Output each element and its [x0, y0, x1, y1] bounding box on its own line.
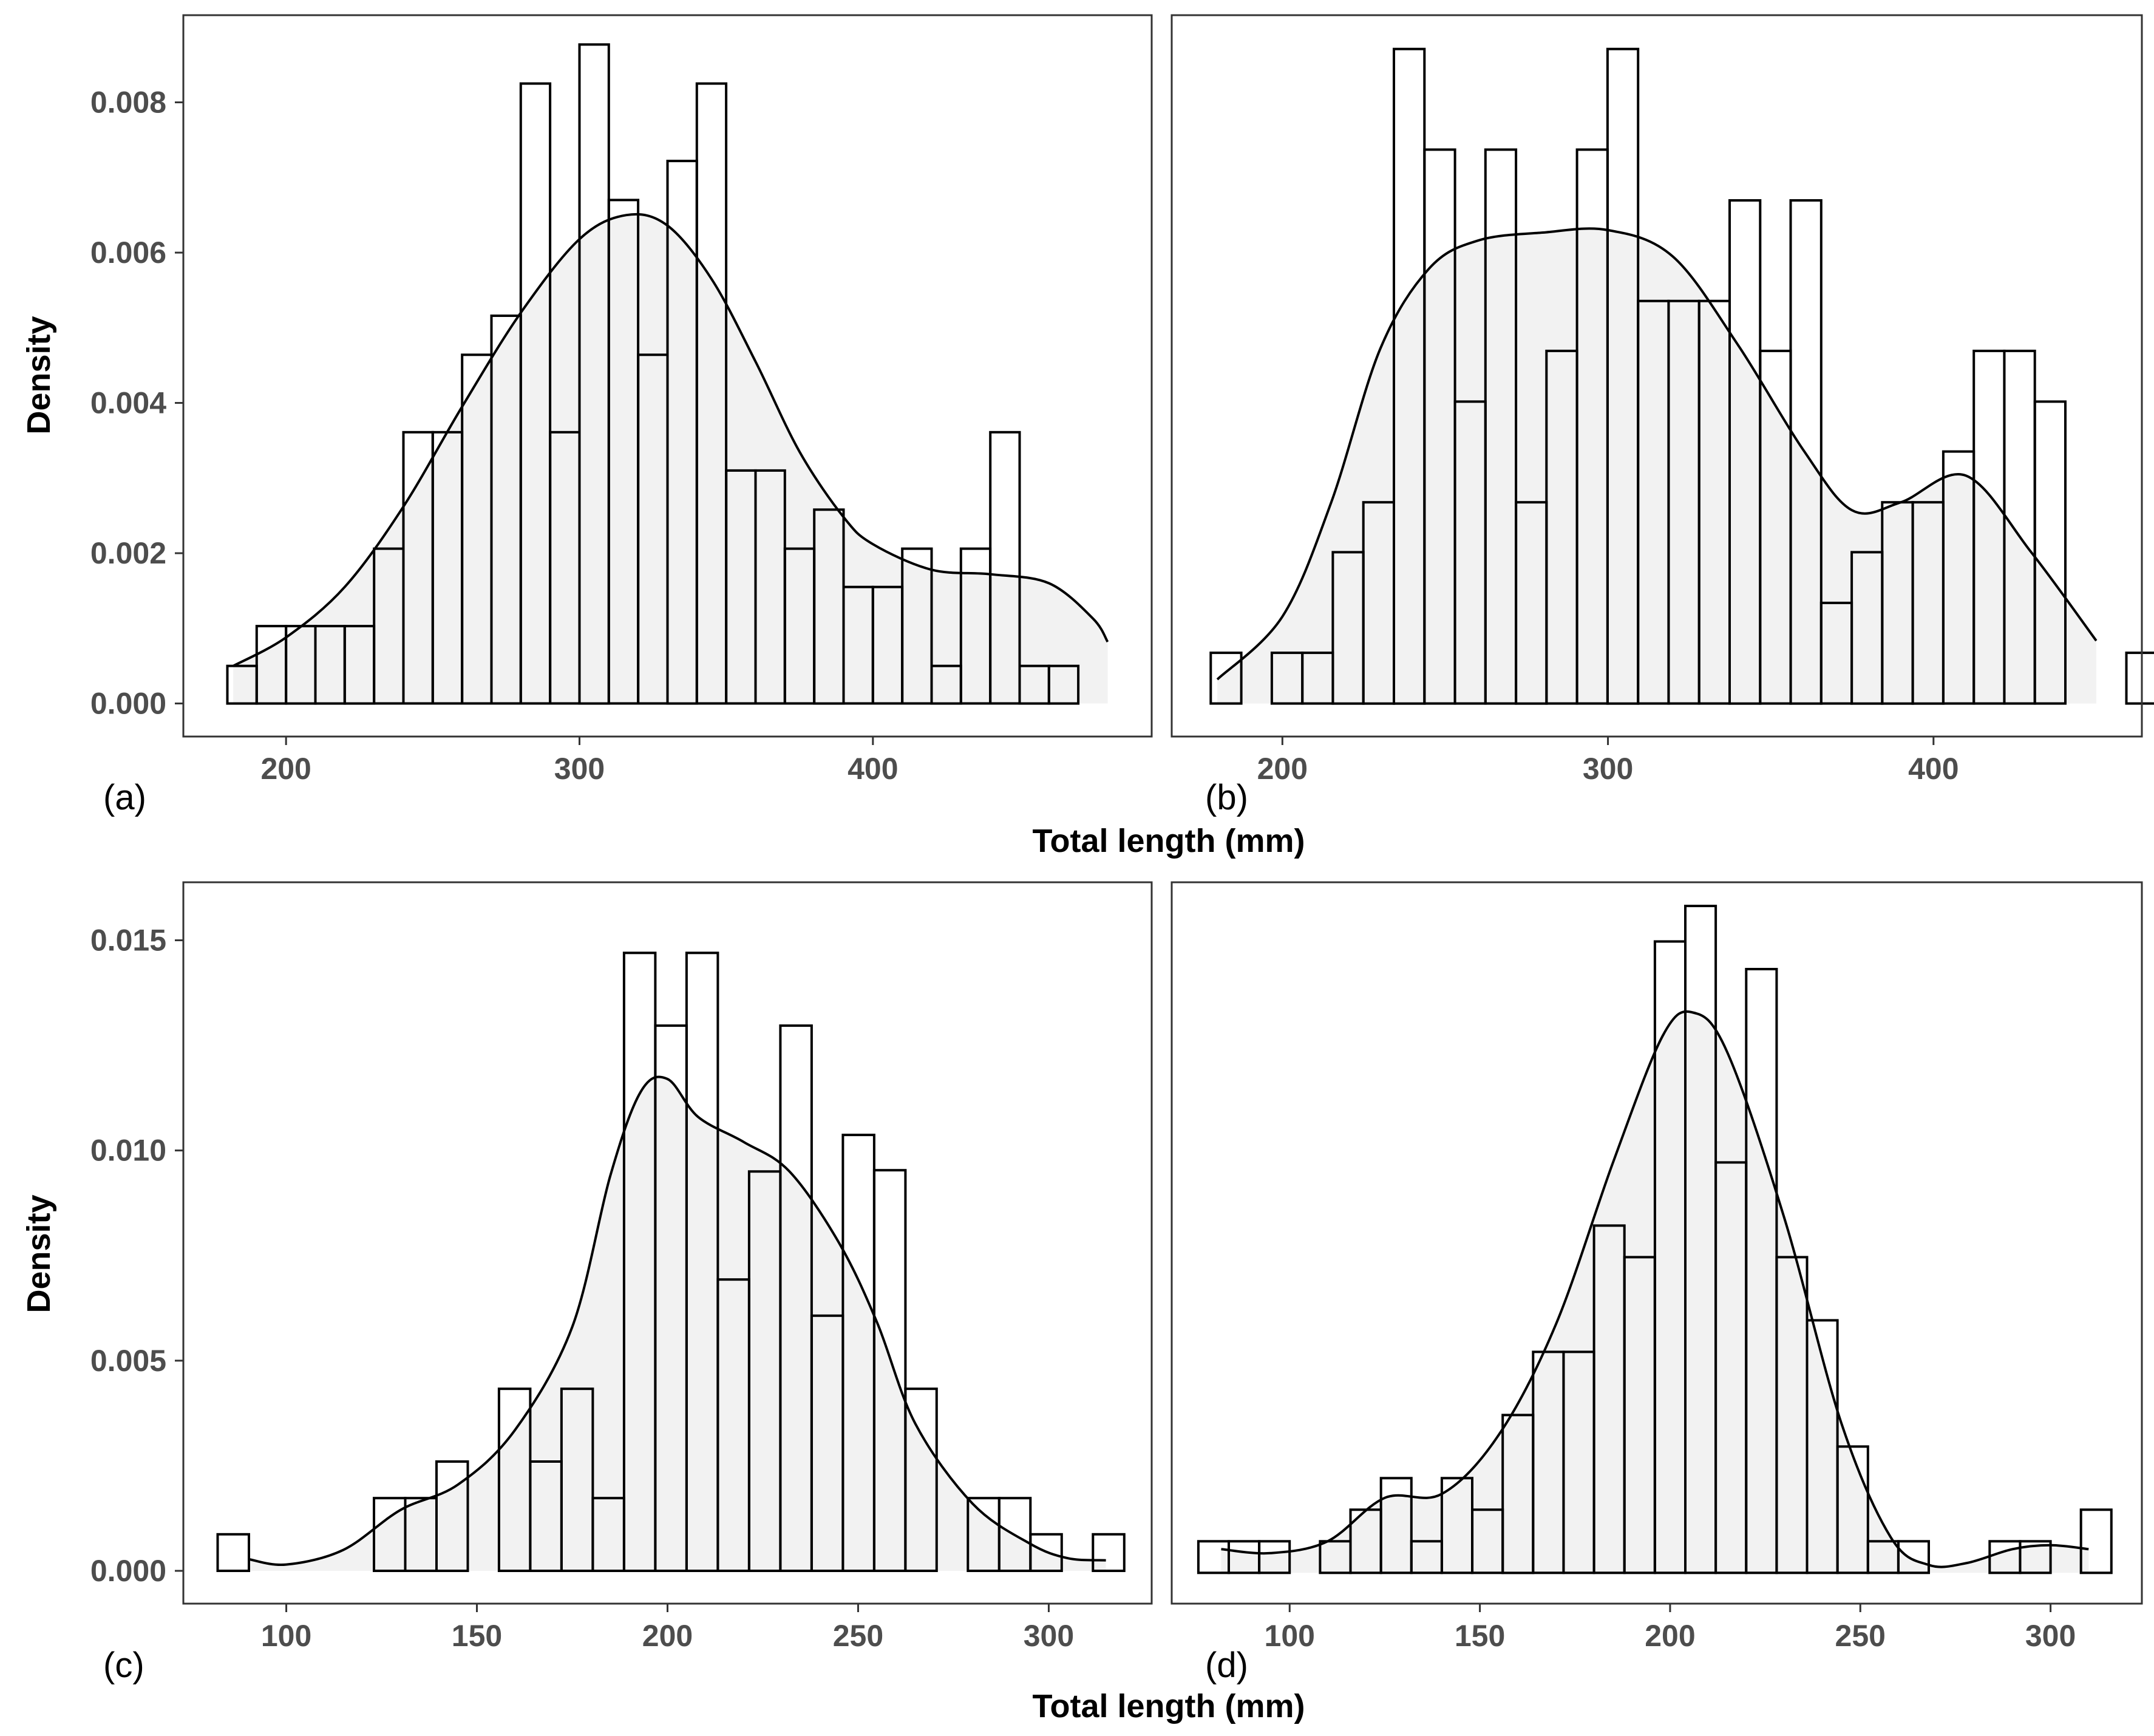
- histogram-bar-b-19: [1789, 199, 1823, 705]
- y-tick-label-c-3: 0.015: [90, 924, 166, 958]
- histogram-bar-d-27: [2019, 1540, 2052, 1574]
- y-tick-label-a-0: 0.000: [90, 687, 166, 721]
- histogram-bar-c-22: [904, 1387, 938, 1572]
- histogram-bar-a-16: [695, 82, 728, 705]
- x-axis-title-top: Total length (mm): [1033, 823, 1305, 859]
- histogram-bar-a-26: [989, 431, 1021, 705]
- histogram-bar-c-15: [685, 951, 719, 1573]
- histogram-bar-a-10: [519, 82, 552, 705]
- panel-border-a: [182, 14, 1153, 738]
- x-tick-label-c-4: 300: [1024, 1619, 1074, 1653]
- panel-border-d: [1170, 881, 2143, 1605]
- histogram-bar-b-27: [2033, 400, 2067, 705]
- x-tick-label-c-3: 250: [833, 1619, 883, 1653]
- x-tick-label-d-3: 250: [1835, 1619, 1886, 1653]
- histogram-bar-b-0: [1209, 652, 1243, 705]
- x-axis-title-bottom: Total length (mm): [1033, 1688, 1305, 1724]
- x-tick-label-b-1: 300: [1583, 752, 1633, 786]
- x-tick-label-c-0: 100: [261, 1619, 311, 1653]
- histogram-bar-b-9: [1484, 148, 1518, 705]
- y-tick-label-a-1: 0.002: [90, 536, 166, 570]
- density-area-a: [233, 214, 1108, 704]
- histogram-bar-c-21: [872, 1169, 907, 1572]
- y-tick-label-a-4: 0.008: [90, 86, 166, 120]
- y-axis-title-top: Density: [21, 316, 57, 434]
- panel-border-b: [1170, 14, 2143, 738]
- histogram-bar-d-29: [2079, 1508, 2113, 1574]
- density-line-c: [248, 1075, 1106, 1567]
- histogram-bar-b-30: [2125, 652, 2154, 705]
- density-area-c: [248, 1077, 1106, 1571]
- panel-b: 200 300 400: [1170, 14, 2154, 786]
- histogram-bar-c-11: [560, 1387, 594, 1572]
- x-tick-label-d-0: 100: [1265, 1619, 1315, 1653]
- panel-tag-c: (c): [103, 1646, 144, 1685]
- panel-tag-b: (b): [1205, 778, 1248, 817]
- histogram-bar-c-7: [435, 1460, 469, 1572]
- panel-tag-d: (d): [1205, 1646, 1248, 1685]
- panel-c: 100 150 200 250 300 0.000 0.005 0.010 0.015: [90, 881, 1153, 1653]
- panel-tag-a: (a): [103, 778, 146, 817]
- density-area-b: [1217, 228, 2096, 704]
- histogram-bar-a-23: [901, 547, 933, 705]
- x-tick-label-c-2: 200: [642, 1619, 693, 1653]
- x-tick-label-a-2: 400: [848, 752, 898, 786]
- x-tick-label-d-4: 300: [2025, 1619, 2076, 1653]
- x-tick-label-d-2: 200: [1645, 1619, 1695, 1653]
- x-tick-label-b-0: 200: [1257, 752, 1308, 786]
- x-tick-label-c-1: 150: [452, 1619, 502, 1653]
- histogram-bar-d-23: [1897, 1540, 1930, 1574]
- histogram-bar-c-28: [1092, 1533, 1126, 1573]
- density-line-a: [233, 213, 1109, 667]
- y-tick-label-c-1: 0.005: [90, 1344, 166, 1378]
- y-tick-label-c-0: 0.000: [90, 1554, 166, 1588]
- x-tick-label-a-0: 200: [260, 752, 311, 786]
- y-tick-label-c-2: 0.010: [90, 1134, 166, 1168]
- y-tick-label-a-2: 0.004: [90, 386, 166, 420]
- panel-a: 200 300 400 0.000 0.002 0.004 0.006 0.008: [90, 14, 1153, 786]
- y-axis-title-bottom: Density: [21, 1194, 57, 1313]
- histogram-bar-c-26: [1029, 1533, 1063, 1573]
- histogram-bar-c-0: [216, 1533, 250, 1573]
- density-line-d: [1221, 1010, 2089, 1568]
- histogram-bar-a-28: [1047, 664, 1080, 705]
- density-line-b: [1216, 227, 2098, 681]
- histogram-bar-d-6: [1379, 1477, 1413, 1574]
- panel-d: 100 150 200 250 300: [1170, 881, 2143, 1653]
- y-tick-label-a-3: 0.006: [90, 236, 166, 270]
- histogram-bar-c-18: [779, 1024, 813, 1572]
- x-tick-label-a-1: 300: [554, 752, 605, 786]
- histogram-bar-d-21: [1836, 1445, 1869, 1574]
- x-tick-label-b-2: 400: [1908, 752, 1959, 786]
- x-tick-label-d-1: 150: [1455, 1619, 1505, 1653]
- histogram-bar-d-2: [1258, 1540, 1291, 1574]
